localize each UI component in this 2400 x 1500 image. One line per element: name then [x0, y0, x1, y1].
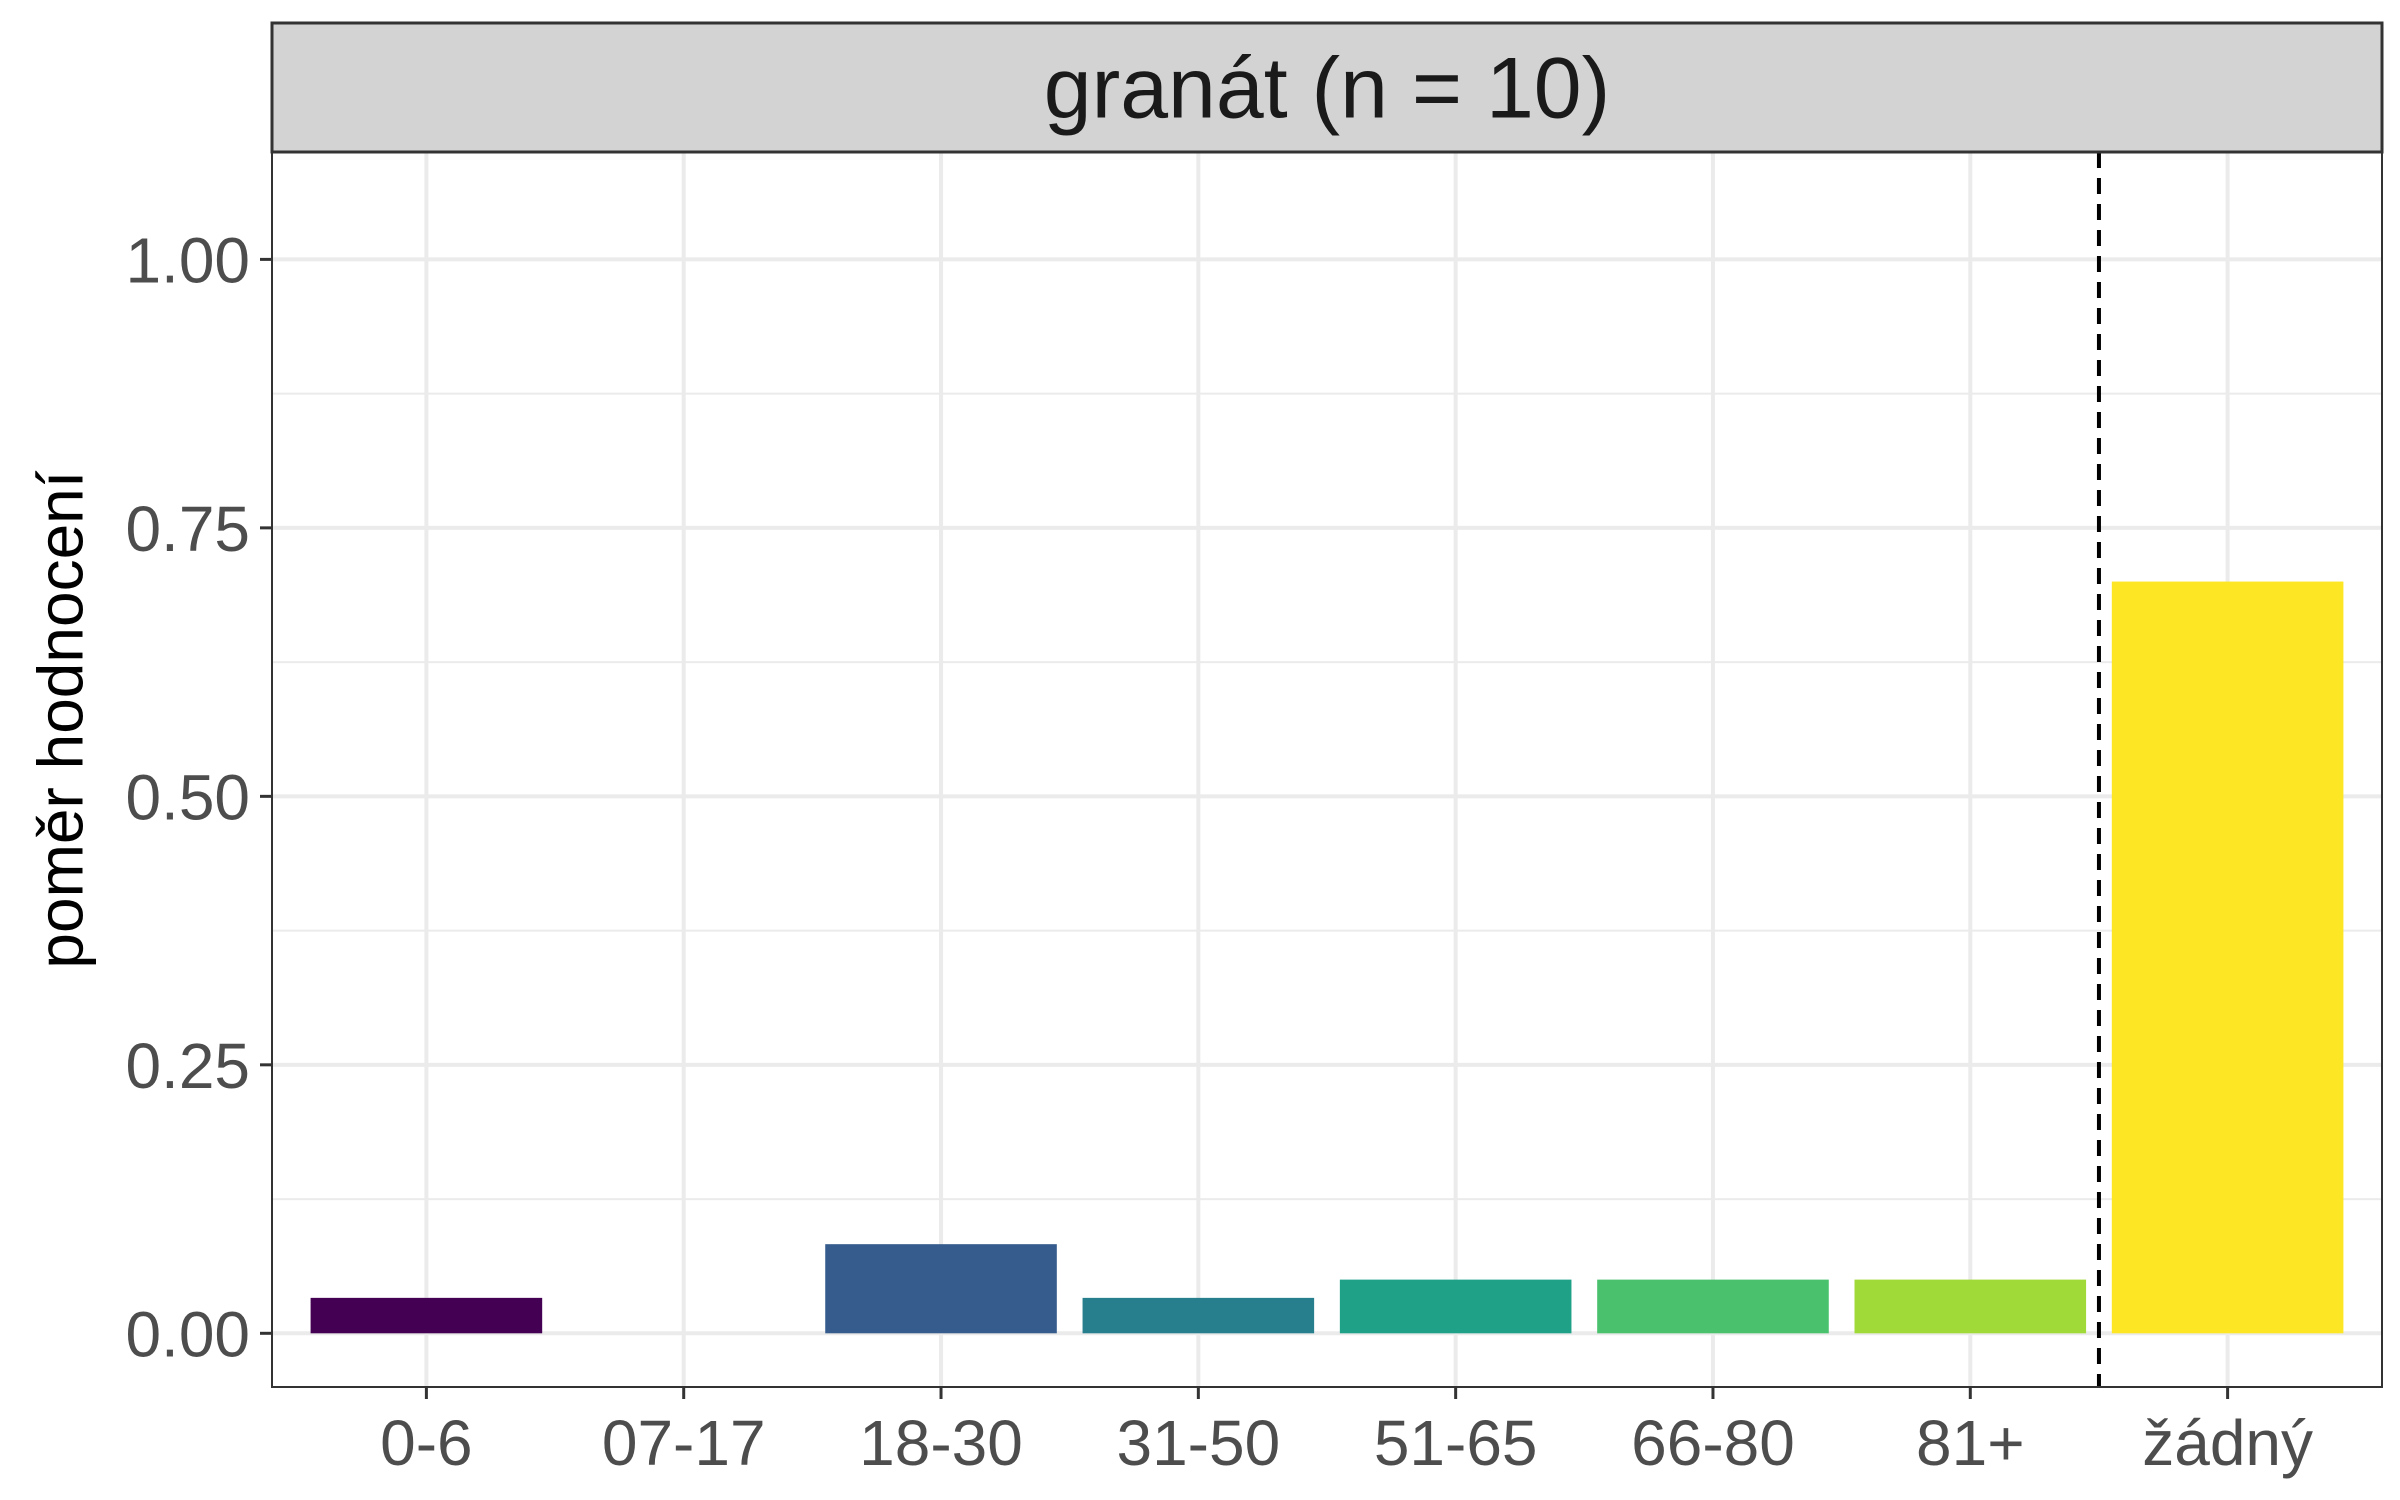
y-tick-label: 0.50 — [125, 761, 250, 833]
x-tick-label: 07-17 — [602, 1407, 766, 1479]
y-axis: 0.00 0.25 0.50 0.75 1.00 — [125, 224, 272, 1370]
minor-gridlines — [272, 392, 2382, 1201]
y-tick-label: 0.25 — [125, 1030, 250, 1102]
y-tick-label: 0.75 — [125, 493, 250, 565]
major-gridlines — [272, 152, 2382, 1387]
y-tick-label: 1.00 — [125, 224, 250, 296]
facet-strip-background — [270, 21, 2384, 154]
bars — [310, 581, 2344, 1334]
facet-title: granát (n = 10) — [1044, 41, 1611, 137]
x-tick-label: 51-65 — [1374, 1407, 1538, 1479]
x-tick-label: žádný — [2142, 1407, 2313, 1479]
y-tick-label: 0.00 — [125, 1298, 250, 1370]
panel-background — [272, 152, 2382, 1387]
bar-51-65 — [1339, 1279, 1572, 1334]
x-axis: 0-6 07-17 18-30 31-50 51-65 66-80 81+ žádný — [380, 1387, 2313, 1479]
bar-žádný — [2111, 581, 2344, 1334]
bar-31-50 — [1082, 1297, 1315, 1334]
bar-0-6 — [310, 1297, 543, 1334]
x-tick-label: 66-80 — [1631, 1407, 1795, 1479]
y-axis-label: poměr hodnocení — [24, 470, 96, 968]
bar-81+ — [1854, 1279, 2087, 1334]
bar-66-80 — [1597, 1279, 1829, 1334]
x-tick-label: 81+ — [1916, 1407, 2025, 1479]
x-tick-label: 0-6 — [380, 1407, 473, 1479]
panel-area — [272, 152, 2382, 1387]
x-tick-label: 18-30 — [859, 1407, 1023, 1479]
x-tick-label: 31-50 — [1116, 1407, 1280, 1479]
bar-18-30 — [825, 1244, 1057, 1334]
facet-strip: granát (n = 10) — [270, 21, 2384, 154]
